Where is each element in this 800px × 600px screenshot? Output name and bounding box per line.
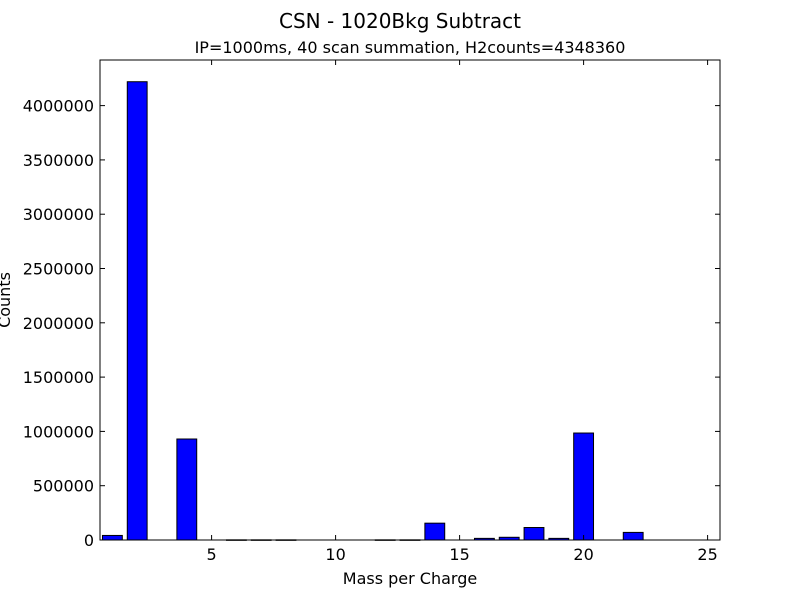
bar-mz-4 [176,438,198,541]
bar-mz-14 [424,522,446,541]
plot-frame [99,59,721,541]
y-tick-label-500000: 500000 [33,477,94,496]
bar-mz-18 [523,527,545,541]
bar-mz-20 [573,432,595,541]
y-tick-label-4000000: 4000000 [23,97,94,116]
x-tick-label-10: 10 [325,545,345,564]
chart-title: CSN - 1020Bkg Subtract [279,9,521,33]
y-tick-label-1000000: 1000000 [23,422,94,441]
y-axis-label: Counts [0,272,14,328]
y-tick-label-2000000: 2000000 [23,314,94,333]
x-tick-label-15: 15 [449,545,469,564]
x-tick-label-5: 5 [207,545,217,564]
y-tick-label-0: 0 [84,531,94,550]
bar-mz-2 [126,81,148,541]
x-tick-label-20: 20 [573,545,593,564]
y-tick-label-3500000: 3500000 [23,151,94,170]
y-tick-label-1500000: 1500000 [23,368,94,387]
chart-subtitle: IP=1000ms, 40 scan summation, H2counts=4… [195,38,626,57]
bar-mz-1 [101,534,123,541]
x-axis-label: Mass per Charge [343,569,477,588]
ticks-layer: 5 10 15 20 25 0 500000 1000000 1500000 2000000 250… [23,60,720,564]
y-tick-label-3000000: 3000000 [23,205,94,224]
x-tick-label-25: 25 [697,545,717,564]
bar-mz-22 [622,531,644,541]
bars-layer [101,81,644,541]
y-tick-label-2500000: 2500000 [23,260,94,279]
